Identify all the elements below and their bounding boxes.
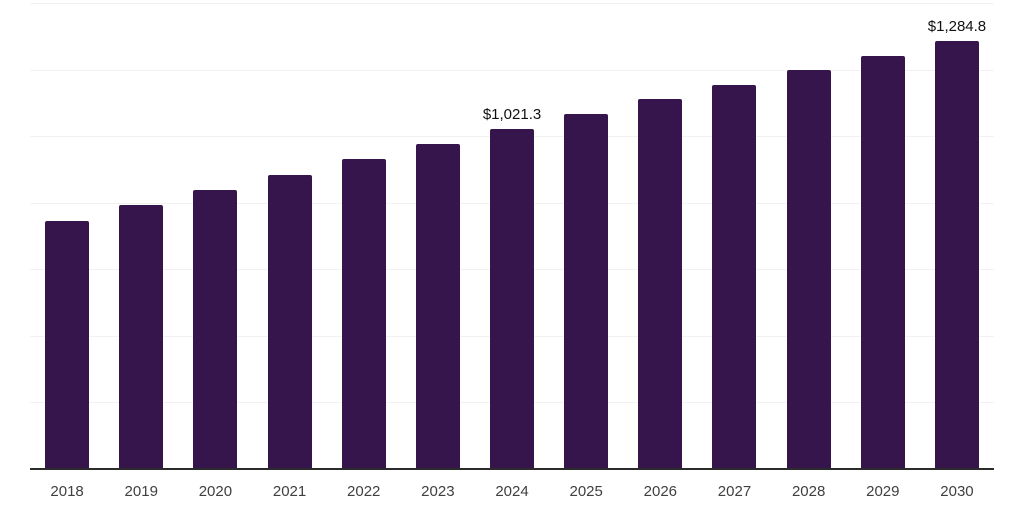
bar-series: $1,021.3 $1,284.8 [30,3,994,469]
bar-slot-2025 [549,3,623,469]
bar-slot-2021 [252,3,326,469]
bar-2027 [712,84,757,469]
gridline-1400 [30,3,994,4]
bar-2021 [267,174,312,469]
bar-slot-2028 [772,3,846,469]
x-axis-tick-labels: 2018 2019 2020 2021 2022 2023 2024 2025 2026 2027… [30,483,994,501]
bar-2019 [119,205,164,469]
data-label-2024: $1,021.3 [482,106,542,124]
bar-slot-2026 [623,3,697,469]
bar-slot-2029 [846,3,920,469]
bar-slot-2023 [401,3,475,469]
x-tick-label-2028: 2028 [791,483,826,500]
bar-2023 [415,143,460,469]
x-axis-line [30,468,994,470]
bar-2030 [934,41,979,469]
bar-2028 [786,70,831,469]
bar-2020 [193,190,238,469]
plot-area: $1,021.3 $1,284.8 [30,3,994,469]
x-tick-label-2023: 2023 [421,483,455,500]
bar-2025 [564,114,609,469]
bar-2018 [45,221,90,469]
bar-2029 [860,55,905,469]
bar-slot-2030: $1,284.8 [920,3,994,469]
data-label-2030: $1,284.8 [927,18,987,36]
x-tick-label-2027: 2027 [717,483,752,500]
bar-slot-2027 [697,3,771,469]
bar-2024 [490,129,535,469]
x-tick-label-2020: 2020 [198,483,233,500]
bar-2022 [341,159,386,469]
x-tick-label-2019: 2019 [124,483,158,500]
bar-slot-2019 [104,3,178,469]
x-tick-label-2022: 2022 [347,483,381,500]
bar-slot-2022 [327,3,401,469]
gridline-1200 [30,69,994,71]
x-tick-label-2025: 2025 [569,483,603,500]
x-tick-label-2021: 2021 [272,483,307,500]
x-tick-label-2026: 2026 [643,483,678,500]
x-tick-label-2018: 2018 [50,483,84,500]
x-tick-label-2030: 2030 [940,483,974,500]
x-tick-label-2024: 2024 [495,483,529,500]
bar-slot-2024: $1,021.3 [475,3,549,469]
bar-slot-2020 [178,3,252,469]
bar-slot-2018 [30,3,104,469]
bar-2026 [638,98,683,469]
x-tick-label-2029: 2029 [866,483,900,500]
